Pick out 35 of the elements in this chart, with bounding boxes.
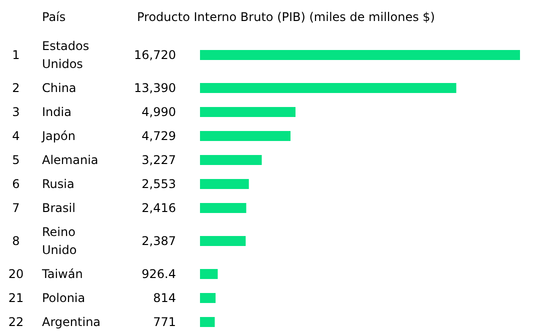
- y-tick-label: Brasil: [42, 201, 76, 216]
- y-tick-label: Rusia: [42, 177, 74, 192]
- data-label: 3,227: [142, 153, 176, 168]
- text: 8: [12, 234, 20, 248]
- text: 22: [8, 315, 24, 330]
- y-tick-label: Japón: [41, 129, 76, 144]
- text: 7: [12, 201, 20, 216]
- text: 1: [12, 48, 20, 62]
- y-tick-label: China: [42, 81, 76, 96]
- data-label: 2,553: [142, 177, 176, 192]
- data-label: 4,990: [142, 105, 176, 120]
- y-tick-label: India: [42, 105, 72, 120]
- chart-title: Producto Interno Bruto (PIB) (miles de millones $): [137, 10, 435, 24]
- data-label: 771: [153, 315, 176, 330]
- text: 5: [12, 153, 20, 168]
- data-label: 2,387: [142, 234, 176, 248]
- text: 21: [8, 291, 24, 306]
- text: 6: [12, 177, 20, 192]
- y-tick-label: Reino Unido: [42, 225, 77, 258]
- data-label: 16,720: [134, 48, 176, 62]
- y-tick-label: Alemania: [42, 153, 98, 168]
- data-label: 926.4: [142, 267, 176, 282]
- y-tick-label: Taiwán: [41, 267, 83, 282]
- text: 4: [12, 129, 20, 144]
- text: 3: [12, 105, 20, 120]
- y-tick-label: Polonia: [42, 291, 86, 306]
- text: 20: [8, 267, 24, 282]
- data-label: 2,416: [142, 201, 176, 216]
- data-label: 13,390: [134, 81, 176, 96]
- data-label: 814: [153, 291, 176, 306]
- y-axis-title: País: [42, 10, 66, 24]
- data-label: 4,729: [142, 129, 176, 144]
- y-tick-label: Estados Unidos: [42, 39, 90, 72]
- text: 2: [12, 81, 20, 96]
- y-tick-label: Argentina: [42, 315, 101, 330]
